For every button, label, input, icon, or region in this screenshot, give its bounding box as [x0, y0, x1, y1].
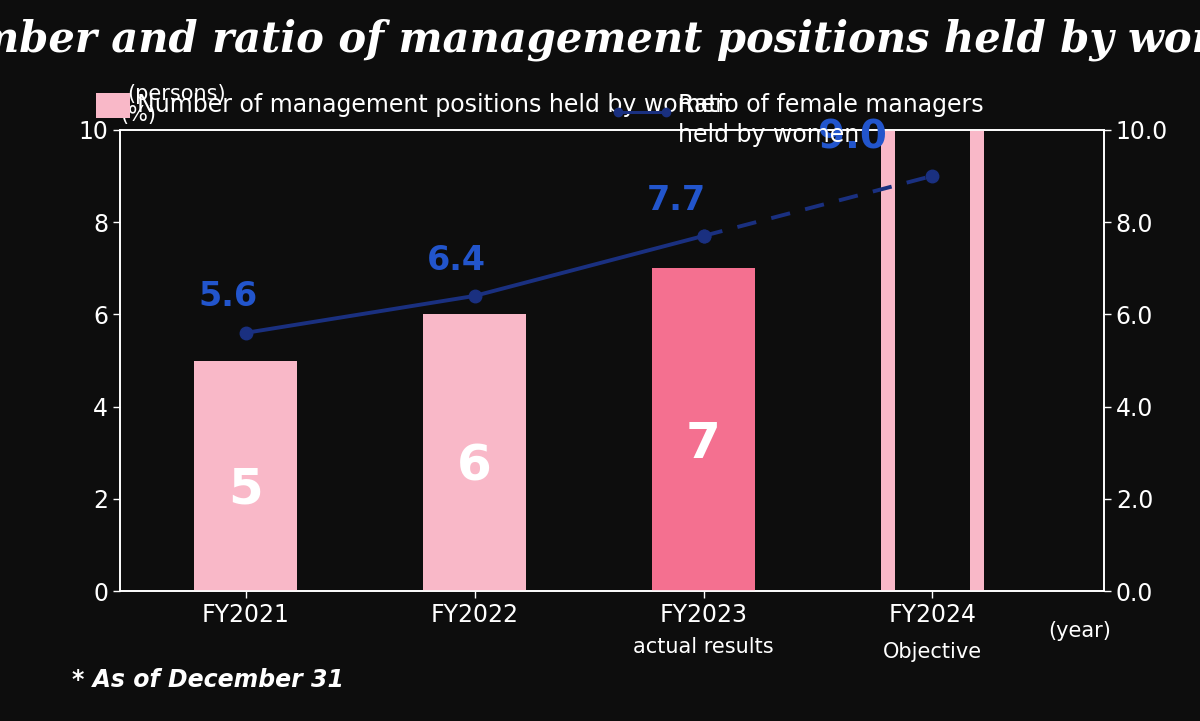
Bar	[881, 130, 895, 591]
Text: (persons): (persons)	[127, 84, 226, 105]
Text: held by women: held by women	[678, 123, 859, 147]
Text: (year): (year)	[1048, 622, 1111, 641]
Bar	[970, 130, 984, 591]
Text: 9.0: 9.0	[818, 118, 887, 156]
Text: Ratio of female managers: Ratio of female managers	[678, 92, 984, 117]
Bar	[652, 268, 755, 591]
Bar	[194, 360, 298, 591]
Text: actual results: actual results	[634, 637, 774, 658]
Text: 7: 7	[686, 420, 721, 467]
Text: 6: 6	[457, 443, 492, 490]
Text: 5: 5	[228, 466, 263, 513]
Text: (%): (%)	[120, 105, 156, 125]
Bar	[424, 314, 526, 591]
Text: Number and ratio of management positions held by women: Number and ratio of management positions…	[0, 18, 1200, 61]
Text: 5.6: 5.6	[198, 280, 257, 314]
Text: 6.4: 6.4	[427, 244, 486, 277]
Text: Objective: Objective	[883, 642, 982, 662]
Text: 7.7: 7.7	[647, 184, 706, 216]
Text: * As of December 31: * As of December 31	[72, 668, 344, 692]
Text: Number of management positions held by women: Number of management positions held by w…	[137, 92, 730, 117]
